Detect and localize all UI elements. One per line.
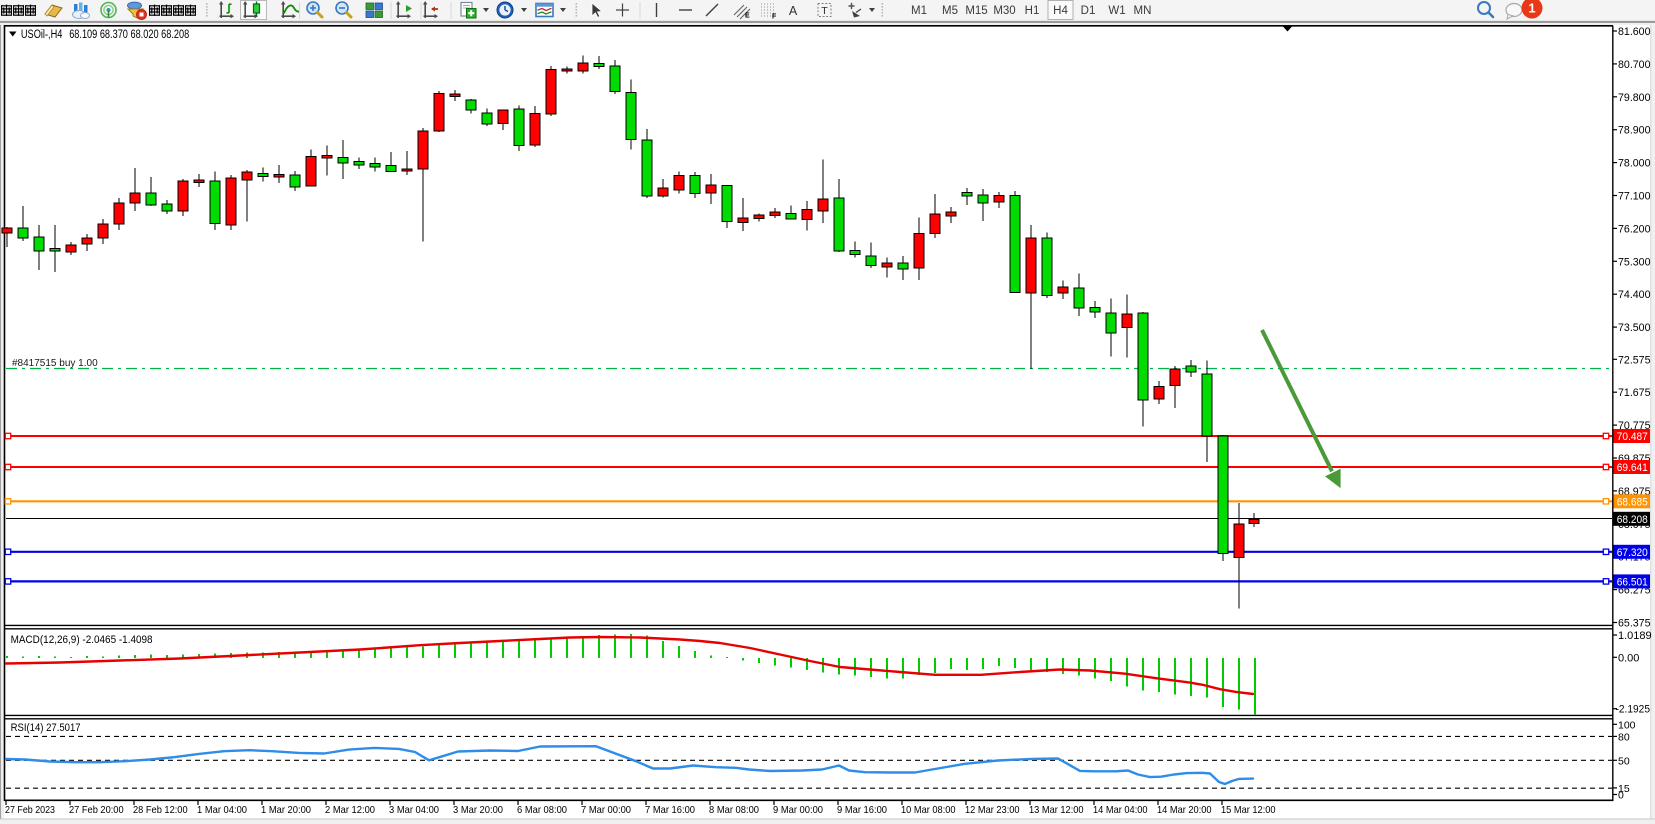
svg-text:3 Mar 04:00: 3 Mar 04:00 xyxy=(389,805,439,816)
svg-text:H1: H1 xyxy=(1025,5,1040,17)
svg-text:USOil-,H4: USOil-,H4 xyxy=(21,29,63,41)
svg-text:M5: M5 xyxy=(942,5,958,17)
svg-text:76.200: 76.200 xyxy=(1618,223,1651,235)
svg-text:F: F xyxy=(772,14,777,21)
svg-text:15 Mar 12:00: 15 Mar 12:00 xyxy=(1221,805,1276,816)
svg-text:-2.1925: -2.1925 xyxy=(1616,704,1651,716)
svg-text:27 Feb 20:00: 27 Feb 20:00 xyxy=(69,805,124,816)
svg-text:12 Mar 23:00: 12 Mar 23:00 xyxy=(965,805,1020,816)
svg-text:80.700: 80.700 xyxy=(1618,59,1651,71)
svg-text:67.320: 67.320 xyxy=(1617,547,1648,559)
svg-text:9 Mar 16:00: 9 Mar 16:00 xyxy=(837,805,887,816)
svg-text:14 Mar 04:00: 14 Mar 04:00 xyxy=(1093,805,1148,816)
svg-text:72.575: 72.575 xyxy=(1618,354,1651,366)
svg-text:A: A xyxy=(789,4,798,18)
svg-text:28 Feb 12:00: 28 Feb 12:00 xyxy=(133,805,188,816)
svg-text:7 Mar 16:00: 7 Mar 16:00 xyxy=(645,805,695,816)
svg-text:D1: D1 xyxy=(1081,5,1096,17)
svg-text:M15: M15 xyxy=(965,5,987,17)
svg-text:0: 0 xyxy=(1618,790,1624,802)
svg-text:9 Mar 00:00: 9 Mar 00:00 xyxy=(773,805,823,816)
svg-text:68.109 68.370 68.020 68.208: 68.109 68.370 68.020 68.208 xyxy=(69,29,189,41)
svg-text:M30: M30 xyxy=(993,5,1015,17)
svg-text:78.000: 78.000 xyxy=(1618,158,1651,170)
svg-text:81.600: 81.600 xyxy=(1618,26,1651,38)
svg-text:0.00: 0.00 xyxy=(1618,652,1639,664)
svg-text:MACD(12,26,9) -2.0465 -1.4098: MACD(12,26,9) -2.0465 -1.4098 xyxy=(11,634,153,646)
svg-text:66.501: 66.501 xyxy=(1617,577,1648,589)
svg-text:77.100: 77.100 xyxy=(1618,191,1651,203)
svg-text:7 Mar 00:00: 7 Mar 00:00 xyxy=(581,805,631,816)
svg-text:69.641: 69.641 xyxy=(1617,462,1648,474)
svg-text:E: E xyxy=(745,13,750,20)
svg-text:68.208: 68.208 xyxy=(1617,514,1648,526)
svg-text:13 Mar 12:00: 13 Mar 12:00 xyxy=(1029,805,1084,816)
svg-text:68.685: 68.685 xyxy=(1617,497,1648,509)
svg-text:14 Mar 20:00: 14 Mar 20:00 xyxy=(1157,805,1212,816)
svg-text:3 Mar 20:00: 3 Mar 20:00 xyxy=(453,805,503,816)
svg-text:1: 1 xyxy=(1528,1,1535,16)
svg-text:6 Mar 08:00: 6 Mar 08:00 xyxy=(517,805,567,816)
svg-text:#8417515 buy 1.00: #8417515 buy 1.00 xyxy=(12,358,98,369)
svg-text:10 Mar 08:00: 10 Mar 08:00 xyxy=(901,805,956,816)
svg-text:27 Feb 2023: 27 Feb 2023 xyxy=(5,805,55,816)
svg-text:H4: H4 xyxy=(1053,5,1068,17)
svg-text:M1: M1 xyxy=(911,5,927,17)
svg-text:2 Mar 12:00: 2 Mar 12:00 xyxy=(325,805,375,816)
svg-text:50: 50 xyxy=(1618,755,1630,767)
svg-text:75.300: 75.300 xyxy=(1618,256,1651,268)
svg-text:W1: W1 xyxy=(1108,5,1125,17)
svg-text:1.0189: 1.0189 xyxy=(1618,630,1652,642)
svg-text:100: 100 xyxy=(1618,719,1636,731)
svg-text:65.375: 65.375 xyxy=(1618,618,1651,630)
svg-text:73.500: 73.500 xyxy=(1618,322,1651,334)
svg-text:RSI(14) 27.5017: RSI(14) 27.5017 xyxy=(11,722,81,734)
svg-text:70.487: 70.487 xyxy=(1617,431,1648,443)
svg-text:78.900: 78.900 xyxy=(1618,125,1651,137)
svg-text:80: 80 xyxy=(1618,731,1630,743)
svg-text:71.675: 71.675 xyxy=(1618,387,1651,399)
svg-text:79.800: 79.800 xyxy=(1618,92,1651,104)
svg-text:1 Mar 04:00: 1 Mar 04:00 xyxy=(197,805,247,816)
svg-text:15: 15 xyxy=(1618,783,1630,795)
svg-text:T: T xyxy=(821,5,828,17)
svg-text:8 Mar 08:00: 8 Mar 08:00 xyxy=(709,805,759,816)
svg-text:74.400: 74.400 xyxy=(1618,289,1651,301)
svg-text:MN: MN xyxy=(1134,5,1152,17)
svg-text:1 Mar 20:00: 1 Mar 20:00 xyxy=(261,805,311,816)
